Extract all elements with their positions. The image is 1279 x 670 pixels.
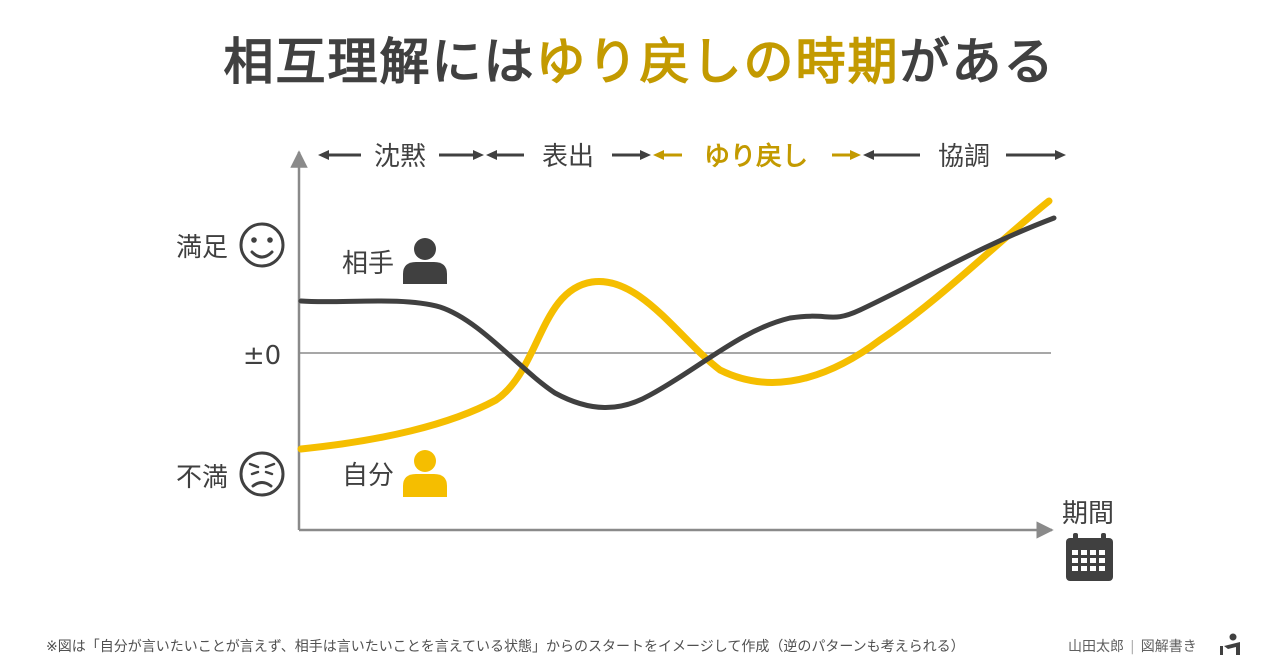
person-icon <box>403 450 447 497</box>
phase-arrowhead <box>486 150 497 160</box>
title-highlight: ゆり戻しの時期 <box>535 33 900 91</box>
title-prefix: 相互理解には <box>223 33 536 91</box>
smile-face-icon <box>239 222 285 268</box>
y-label-satisfied: 満足 <box>176 233 228 263</box>
phase-arrowhead <box>640 150 651 160</box>
credit-separator: | <box>1130 639 1135 655</box>
person-icon <box>403 238 447 284</box>
credit: 山田太郎 | 図解書き <box>1068 636 1197 656</box>
credit-series: 図解書き <box>1140 639 1197 655</box>
phase-ゆり戻し: ゆり戻し <box>653 142 861 172</box>
title-suffix: がある <box>899 33 1056 91</box>
page-title: 相互理解にはゆり戻しの時期がある <box>0 22 1279 94</box>
phase-arrowhead <box>473 150 484 160</box>
credit-author: 山田太郎 <box>1068 639 1124 655</box>
phase-arrowhead <box>850 150 861 160</box>
y-label-zero: ±0 <box>243 341 281 371</box>
y-label-dissatisfied: 不満 <box>176 463 228 493</box>
author-mark-icon <box>1220 633 1240 655</box>
phase-arrowhead <box>863 150 874 160</box>
phase-沈黙: 沈黙 <box>318 142 484 172</box>
phase-協調: 協調 <box>863 142 1066 172</box>
phase-arrowhead <box>318 150 329 160</box>
partner-curve <box>298 215 1057 410</box>
partner-label: 相手 <box>342 249 394 279</box>
phase-arrowhead <box>1055 150 1066 160</box>
self-curve <box>297 197 1053 453</box>
calendar-icon <box>1066 533 1113 581</box>
phase-label: 沈黙 <box>374 142 426 172</box>
worried-face-icon <box>239 451 285 497</box>
phase-arrowhead <box>653 150 664 160</box>
x-axis-label: 期間 <box>1062 499 1114 529</box>
phase-label: 協調 <box>938 142 990 172</box>
self-label: 自分 <box>342 461 394 491</box>
phase-表出: 表出 <box>486 142 651 172</box>
footnote: ※図は「自分が言いたいことが言えず、相手は言いたいことを言えている状態」からのス… <box>46 639 965 655</box>
phase-label: 表出 <box>542 142 594 172</box>
phase-label: ゆり戻し <box>704 142 808 172</box>
